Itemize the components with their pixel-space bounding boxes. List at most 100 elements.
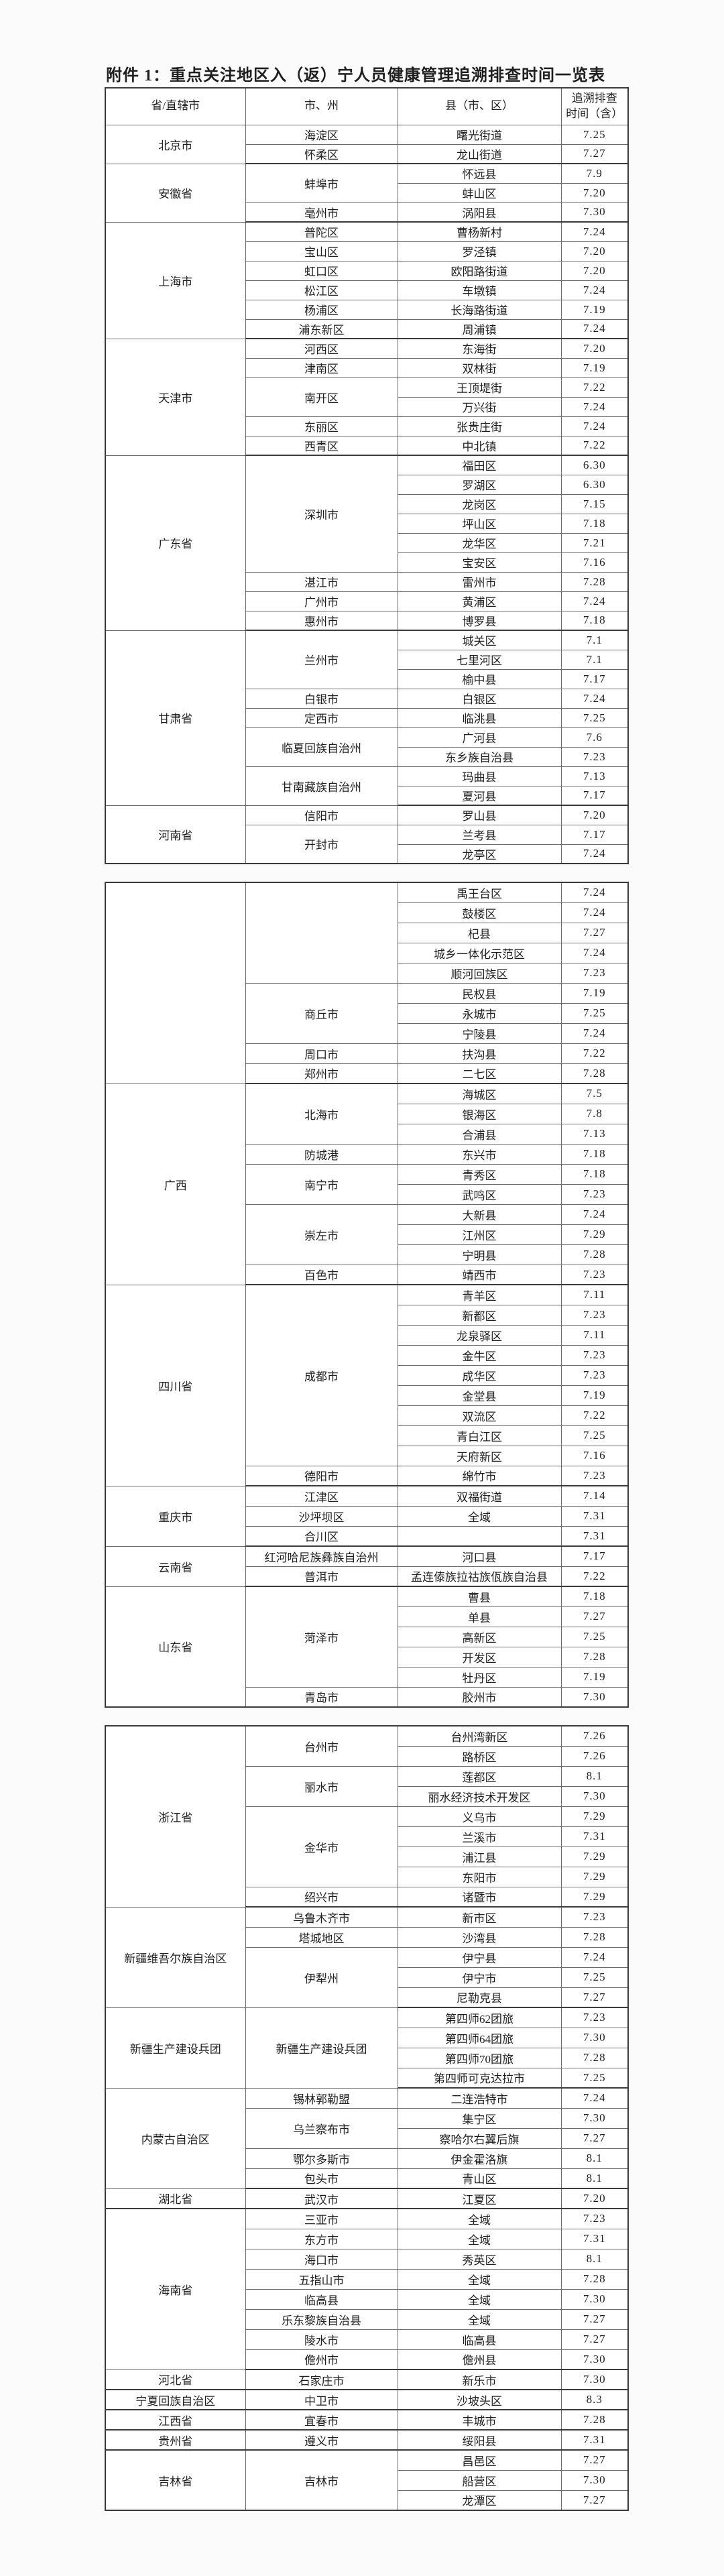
- county-cell: 杞县: [397, 922, 562, 943]
- time-cell: 7.30: [560, 2349, 629, 2370]
- county-cell: 第四师62团旅: [397, 2007, 562, 2028]
- county-cell: 万兴街: [397, 396, 562, 417]
- time-cell: 7.24: [560, 942, 629, 963]
- time-cell: 7.29: [560, 1886, 629, 1908]
- city-cell: 江津区: [245, 1485, 398, 1507]
- table-row: 普洱市 孟连傣族拉祜族佤族自治县 7.22: [105, 1566, 629, 1587]
- time-cell: 7.30: [560, 2369, 629, 2390]
- time-cell: 7.27: [560, 2308, 629, 2330]
- province-cell: 安徽省: [105, 163, 246, 223]
- county-cell: 龙华区: [397, 532, 562, 553]
- table-row: 虹口区 欧阳路街道 7.20: [105, 260, 629, 281]
- table-row: 山东省 菏泽市 曹县 7.18: [105, 1586, 629, 1708]
- table-row: 蚌山区 7.20: [105, 182, 629, 203]
- city-cell: 浦东新区: [245, 318, 398, 339]
- time-cell: 7.28: [560, 1646, 629, 1667]
- time-cell: 7.23: [560, 1906, 629, 1928]
- county-cell: 第四师可克达拉市: [397, 2067, 562, 2089]
- city-cell: 陵水市: [245, 2329, 398, 2350]
- time-cell: 7.23: [560, 1364, 629, 1386]
- county-cell: 路桥区: [397, 1745, 562, 1767]
- county-cell: 榆中县: [397, 668, 562, 689]
- table-row: 南宁市 青秀区 7.18: [105, 1163, 629, 1205]
- county-cell: 双流区: [397, 1405, 562, 1426]
- county-cell: 孟连傣族拉祜族佤族自治县: [397, 1566, 562, 1587]
- county-cell: 秀英区: [397, 2248, 562, 2270]
- county-cell: 金牛区: [397, 1344, 562, 1366]
- city-cell: 五指山市: [245, 2268, 398, 2290]
- time-cell: 7.20: [560, 2188, 629, 2209]
- table-row: 龙潭区 7.27: [105, 2490, 629, 2511]
- city-cell: 白银市: [245, 688, 398, 709]
- province-cell: 河南省: [105, 805, 246, 864]
- county-cell: 城关区: [397, 630, 562, 650]
- time-cell: 7.31: [560, 1826, 629, 1847]
- time-cell: 8.1: [560, 1765, 629, 1787]
- time-cell: 7.25: [560, 1967, 629, 1988]
- county-cell: 坪山区: [397, 513, 562, 534]
- table-row: 第四师可克达拉市 7.25: [105, 2067, 629, 2089]
- city-cell: 百色市: [245, 1264, 398, 1285]
- city-cell: 菏泽市: [245, 1586, 398, 1688]
- table-row: 新疆维吾尔族自治区 乌鲁木齐市 新市区 7.23: [105, 1906, 629, 2008]
- time-cell: 7.23: [560, 1304, 629, 1326]
- table-row: 江州区 7.29: [105, 1224, 629, 1245]
- province-cell: 天津市: [105, 338, 246, 456]
- city-cell: 郑州市: [245, 1063, 398, 1084]
- province-cell: 吉林省: [105, 2449, 246, 2511]
- time-cell: 7.6: [560, 727, 629, 748]
- county-cell: 双福街道: [397, 1485, 562, 1507]
- table-row: 松江区 车墩镇 7.24: [105, 280, 629, 300]
- county-cell: 二连浩特市: [397, 2087, 562, 2109]
- time-cell: 7.23: [560, 962, 629, 984]
- county-cell: 伊金霍洛旗: [397, 2148, 562, 2169]
- table-row: 浦东新区 周浦镇 7.24: [105, 318, 629, 339]
- time-cell: 7.23: [560, 746, 629, 767]
- city-cell: 津南区: [245, 357, 398, 378]
- county-cell: 龙岗区: [397, 493, 562, 514]
- table-row: 七里河区 7.1: [105, 649, 629, 670]
- city-cell: 鄂尔多斯市: [245, 2148, 398, 2169]
- city-cell: 武汉市: [245, 2188, 398, 2209]
- table-row: 绍兴市 诸暨市 7.29: [105, 1886, 629, 1908]
- city-cell: 南开区: [245, 377, 398, 417]
- table-header-row: 省/直辖市 市、州 县（市、区） 追溯排查 时间（含）: [105, 87, 629, 125]
- city-cell: 临夏回族自治州: [245, 727, 398, 767]
- county-cell: 鼓楼区: [397, 902, 562, 923]
- table-row: 河北省 石家庄市 新乐市 7.30: [105, 2369, 629, 2390]
- county-cell: 沙湾县: [397, 1926, 562, 1948]
- county-cell: 青羊区: [397, 1284, 562, 1305]
- county-cell: 第四师70团旅: [397, 2047, 562, 2068]
- province-cell: 新疆生产建设兵团: [105, 2007, 246, 2089]
- city-cell: 红河哈尼族彝族自治州: [245, 1545, 398, 1567]
- county-cell: 青白江区: [397, 1425, 562, 1446]
- province-cell: 山东省: [105, 1586, 246, 1708]
- table-row: 龙泉驿区 7.11: [105, 1324, 629, 1346]
- time-cell: 7.24: [560, 1022, 629, 1044]
- city-cell: [245, 882, 398, 984]
- city-cell: 宝山区: [245, 241, 398, 261]
- province-cell: 新疆维吾尔族自治区: [105, 1906, 246, 2008]
- city-cell: 亳州市: [245, 202, 398, 223]
- time-cell: 7.24: [560, 318, 629, 339]
- header-time-cell: 追溯排查 时间（含）: [560, 87, 629, 125]
- time-cell: 7.23: [560, 1465, 629, 1486]
- province-cell: 重庆市: [105, 1485, 246, 1547]
- city-cell: 伊犁州: [245, 1946, 398, 2008]
- time-cell: 8.1: [560, 2168, 629, 2189]
- province-cell: 四川省: [105, 1284, 246, 1486]
- table-row: 尼勒克县 7.27: [105, 1987, 629, 2008]
- county-cell: 沙坡头区: [397, 2389, 562, 2410]
- province-cell: 甘肃省: [105, 630, 246, 806]
- time-cell: 7.24: [560, 1946, 629, 1968]
- time-cell: 8.3: [560, 2389, 629, 2410]
- county-cell: 涡阳县: [397, 202, 562, 223]
- time-cell: 7.19: [560, 1666, 629, 1688]
- city-cell: 湛江市: [245, 571, 398, 592]
- county-cell: 绥阳县: [397, 2429, 562, 2451]
- time-cell: 8.1: [560, 2248, 629, 2270]
- time-cell: 8.1: [560, 2148, 629, 2169]
- table-row: 重庆市 江津区 双福街道 7.14: [105, 1485, 629, 1547]
- county-cell: 夏河县: [397, 785, 562, 806]
- city-cell: 绍兴市: [245, 1886, 398, 1908]
